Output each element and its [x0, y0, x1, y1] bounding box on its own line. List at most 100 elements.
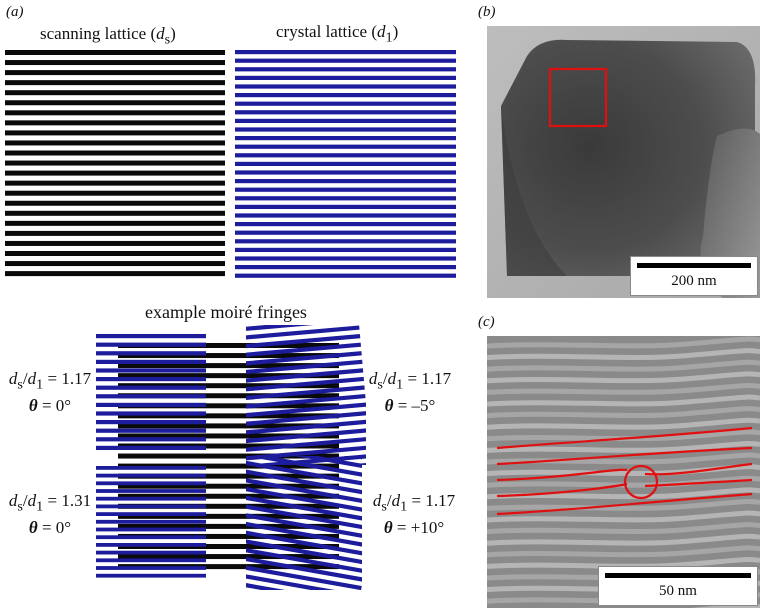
moire-crystal-line [96, 473, 206, 478]
moire-crystal-line [96, 573, 206, 578]
panel-a-label: (a) [6, 4, 24, 20]
crystal-line [235, 75, 456, 80]
crystal-line [235, 101, 456, 106]
moire-example-4 [246, 456, 362, 590]
crystal-line [235, 204, 456, 209]
scan-line [5, 120, 225, 126]
moire-crystal-line [246, 570, 361, 590]
moire-crystal-line [246, 456, 362, 472]
moire-crystal-line [246, 453, 366, 465]
moire-crystal-line [246, 325, 360, 341]
moire-example-3 [96, 466, 206, 578]
moire-crystal-line [246, 385, 365, 401]
moire-crystal-line [246, 510, 362, 540]
crystal-line [235, 67, 456, 72]
moire-crystal-line [96, 402, 206, 407]
moire-crystal-line [246, 436, 366, 452]
lattice-fringe [487, 440, 760, 453]
moire-crystal-line [246, 411, 366, 427]
moire-scan-line [118, 393, 339, 399]
scan-line [5, 150, 225, 156]
moire-example-2 [246, 325, 366, 465]
moire-crystal-line [246, 493, 362, 523]
moire-crystal-line [246, 456, 362, 481]
scalebar-b-line [637, 263, 751, 268]
moire-crystal-line [96, 481, 206, 486]
moire-scan-line [118, 353, 339, 359]
tem-overview-image [487, 26, 760, 298]
dislocation-circle [623, 464, 659, 500]
scan-line [5, 180, 225, 186]
moire-crystal-line [246, 351, 362, 367]
crystal-line [235, 222, 456, 227]
moire-crystal-line [96, 411, 206, 416]
scanning-lattice [5, 50, 225, 277]
moire-crystal-line [96, 385, 206, 390]
moire-crystal-line [96, 527, 206, 532]
crystal-line [235, 187, 456, 192]
moire-scan-line [118, 383, 339, 389]
moire-crystal-line [96, 512, 206, 516]
moire-crystal-line [96, 334, 206, 339]
lattice-fringe [487, 522, 760, 535]
example-3-label: ds/d1 = 1.31 θ = 0° [8, 491, 92, 538]
scan-line [5, 261, 225, 267]
crystal-line [235, 58, 456, 63]
crystal-line [235, 110, 456, 115]
moire-crystal-line [96, 359, 206, 364]
lattice-fringe [487, 394, 760, 407]
lattice-fringe [487, 498, 760, 511]
highlight-box [548, 67, 608, 128]
moire-scan-line [118, 373, 339, 379]
fringe-trace [496, 478, 753, 498]
moire-scan-line [118, 544, 339, 549]
moire-scan-line [118, 473, 339, 479]
moire-crystal-line [96, 368, 206, 373]
scalebar-c-line [605, 573, 751, 578]
moire-scan-line [118, 533, 339, 539]
moire-crystal-line [96, 394, 206, 399]
scan-line [5, 140, 225, 146]
moire-crystal-line [246, 359, 363, 375]
lattice-fringe [487, 533, 760, 546]
panel-b-label: (b) [478, 4, 496, 20]
panel-c-label: (c) [478, 314, 495, 330]
scan-line [5, 70, 225, 76]
scan-line [5, 210, 225, 216]
fringe-trace [496, 426, 753, 450]
crystal-lattice [235, 50, 456, 278]
scalebar-c-text: 50 nm [659, 583, 697, 599]
moire-scan-line [118, 403, 339, 409]
moire-crystal-line [96, 543, 206, 547]
moire-scanning-lattice [118, 343, 339, 570]
lattice-fringe [487, 406, 760, 419]
crystal-line [235, 265, 456, 270]
moire-scan-line [118, 443, 339, 449]
moire-crystal-line [246, 428, 366, 444]
crystal-line [235, 230, 456, 235]
moire-scan-line [118, 343, 339, 348]
crystal-line [235, 213, 456, 218]
moire-crystal-line [96, 550, 206, 555]
crystal-line [235, 93, 456, 98]
scan-line [5, 160, 225, 166]
moire-crystal-line [246, 402, 366, 418]
moire-crystal-line [246, 527, 362, 557]
scan-line [5, 190, 225, 196]
moire-crystal-line [246, 544, 362, 574]
moire-crystal-line [246, 460, 362, 489]
crystal-line [235, 84, 456, 89]
moire-scan-line [118, 493, 339, 499]
lattice-fringe [487, 429, 760, 442]
moire-crystal-line [96, 428, 206, 433]
moire-scan-line [118, 513, 339, 519]
moire-scan-line [118, 453, 339, 459]
crystal-line [235, 170, 456, 175]
moire-crystal-line [246, 419, 366, 435]
crystal-line [235, 127, 456, 132]
moire-scan-line [118, 483, 339, 489]
moire-scan-line [118, 433, 339, 439]
scan-line [5, 271, 225, 277]
moire-crystal-line [246, 519, 362, 548]
